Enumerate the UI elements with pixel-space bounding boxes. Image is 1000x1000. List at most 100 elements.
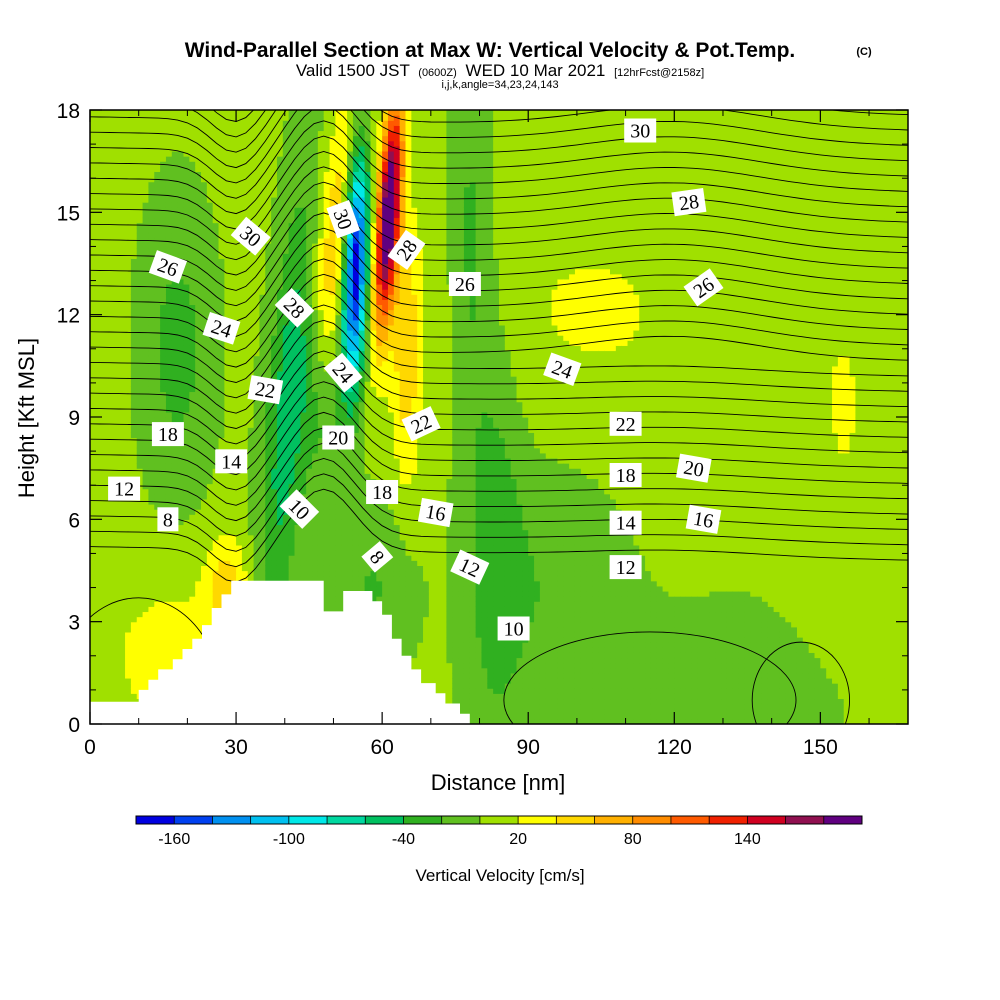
field-cell (107, 217, 114, 224)
field-cell (282, 263, 290, 270)
field-cell (282, 519, 290, 526)
field-cell (195, 335, 202, 341)
field-cell (171, 616, 179, 623)
field-cell (119, 248, 126, 254)
field-cell (276, 268, 284, 275)
field-cell (95, 319, 103, 326)
field-cell (241, 355, 249, 362)
field-cell (171, 350, 179, 357)
field-cell (165, 452, 173, 459)
field-cell (306, 283, 313, 290)
field-cell (183, 222, 190, 229)
field-cell (125, 273, 132, 280)
field-cell (130, 120, 138, 126)
field-cell (206, 340, 214, 346)
field-cell (101, 289, 109, 295)
field-cell (189, 176, 196, 183)
field-cell (265, 350, 272, 357)
field-cell (288, 483, 296, 490)
field-cell (323, 370, 331, 377)
field-cell (101, 355, 109, 362)
field-cell (189, 335, 196, 341)
field-cell (177, 631, 185, 638)
field-cell (300, 248, 307, 254)
field-cell (130, 688, 138, 694)
field-cell (276, 207, 284, 213)
field-cell (201, 401, 208, 408)
field-cell (195, 161, 202, 167)
field-cell (312, 299, 319, 306)
field-cell (236, 330, 243, 336)
field-cell (183, 498, 190, 505)
field-cell (276, 176, 284, 183)
field-cell (241, 166, 249, 172)
field-cell (183, 575, 190, 582)
field-cell (119, 355, 126, 362)
field-cell (113, 130, 120, 137)
field-cell (130, 289, 138, 295)
field-cell (183, 606, 190, 613)
field-cell (113, 437, 120, 444)
field-cell (148, 662, 155, 669)
field-cell (148, 181, 155, 188)
field-cell (125, 529, 132, 536)
field-cell (101, 447, 109, 454)
field-cell (288, 447, 296, 454)
field-cell (107, 248, 114, 254)
field-cell (201, 150, 208, 157)
field-cell (195, 488, 202, 495)
field-cell (312, 340, 319, 346)
field-cell (271, 299, 278, 306)
field-cell (95, 130, 103, 137)
field-cell (236, 437, 243, 444)
field-cell (148, 503, 155, 510)
field-cell (148, 621, 155, 628)
field-cell (95, 258, 103, 265)
field-cell (230, 263, 237, 270)
field-cell (90, 570, 97, 577)
field-cell (130, 585, 138, 592)
field-cell (294, 534, 301, 541)
field-cell (136, 166, 144, 172)
field-cell (259, 565, 266, 572)
field-cell (265, 452, 272, 459)
field-cell (171, 550, 179, 556)
field-cell (282, 289, 290, 295)
field-cell (101, 544, 109, 551)
field-cell (183, 590, 190, 597)
field-cell (212, 370, 220, 377)
field-cell (294, 550, 301, 556)
field-cell (125, 345, 132, 352)
field-cell (271, 376, 278, 382)
field-cell (136, 171, 144, 178)
field-cell (177, 289, 185, 295)
field-cell (113, 237, 120, 244)
field-cell (113, 611, 120, 618)
field-cell (125, 457, 132, 464)
field-cell (195, 509, 202, 515)
field-cell (195, 514, 202, 520)
field-cell (183, 406, 190, 413)
field-cell (130, 672, 138, 679)
field-cell (206, 386, 214, 393)
field-cell (165, 463, 173, 469)
field-cell (253, 125, 261, 132)
field-cell (206, 422, 214, 428)
field-cell (95, 176, 103, 183)
field-cell (107, 672, 114, 679)
field-cell (90, 299, 97, 306)
field-cell (312, 401, 319, 408)
field-cell (288, 473, 296, 479)
field-cell (236, 191, 243, 198)
field-cell (312, 519, 319, 526)
field-cell (148, 243, 155, 249)
field-cell (90, 181, 97, 188)
field-cell (201, 442, 208, 449)
field-cell (212, 217, 220, 224)
field-cell (282, 217, 290, 224)
field-cell (90, 616, 97, 623)
field-cell (148, 370, 155, 377)
field-cell (107, 314, 114, 321)
field-cell (271, 212, 278, 219)
field-cell (154, 273, 161, 280)
